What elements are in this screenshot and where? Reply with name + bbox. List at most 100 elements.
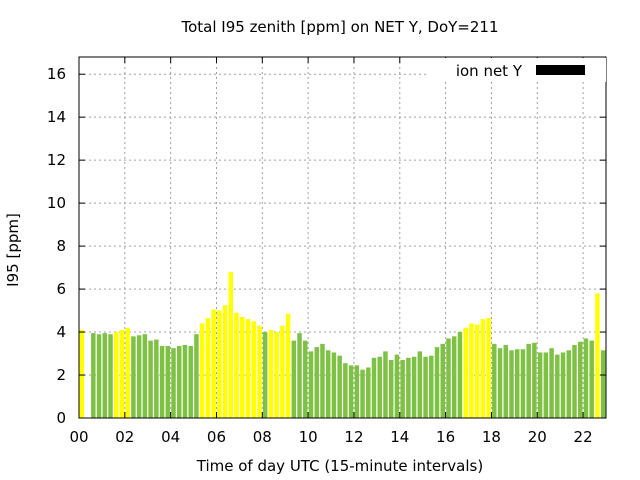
bar	[245, 319, 251, 418]
bar	[514, 349, 520, 418]
bar	[251, 321, 256, 418]
grid	[79, 57, 606, 418]
x-tick-label: 02	[115, 428, 134, 446]
x-tick-label: 22	[574, 428, 593, 446]
bar	[314, 347, 319, 418]
bar	[125, 327, 130, 418]
bar	[182, 344, 188, 418]
bar	[337, 355, 342, 418]
bar	[268, 329, 274, 418]
bar	[360, 369, 365, 418]
bar	[520, 349, 526, 418]
bar	[429, 355, 434, 418]
y-tick-label: 2	[56, 366, 66, 384]
bar	[343, 363, 348, 418]
bar	[285, 313, 291, 418]
bar	[348, 365, 354, 418]
y-tick-label: 12	[47, 151, 66, 169]
bar	[377, 356, 382, 418]
bar	[463, 327, 468, 418]
x-tick-label: 18	[482, 428, 501, 446]
bar	[136, 335, 142, 418]
bar	[423, 356, 428, 418]
bar	[131, 336, 136, 418]
bar	[308, 351, 314, 418]
bar	[583, 338, 589, 418]
bar	[560, 352, 566, 418]
x-tick-label: 10	[299, 428, 318, 446]
bar	[177, 346, 182, 418]
bar	[566, 350, 571, 418]
x-tick-label: 06	[207, 428, 226, 446]
bar	[108, 334, 113, 418]
bar	[102, 333, 108, 418]
bar	[451, 336, 457, 418]
bar	[503, 344, 508, 418]
bar	[486, 318, 491, 418]
bar	[497, 348, 503, 418]
x-tick-label: 20	[528, 428, 547, 446]
bar	[325, 350, 331, 418]
legend: ion net Y	[428, 58, 606, 82]
bar	[509, 350, 514, 418]
bar	[383, 351, 388, 418]
bar	[142, 334, 148, 418]
x-tick-label: 04	[161, 428, 180, 446]
y-tick-label: 10	[47, 194, 66, 212]
bar	[366, 367, 371, 418]
y-tick-label: 0	[56, 409, 66, 427]
y-tick-label: 14	[47, 108, 66, 126]
bar	[119, 329, 125, 418]
bar	[222, 305, 228, 418]
bar	[577, 341, 583, 418]
bar	[572, 344, 577, 418]
x-tick-label: 00	[69, 428, 88, 446]
bar	[537, 352, 543, 418]
bar	[417, 351, 423, 418]
bar	[406, 357, 411, 418]
bar	[159, 346, 165, 418]
bar	[154, 339, 159, 418]
bar	[303, 340, 308, 418]
bar	[280, 325, 285, 418]
bar	[91, 333, 96, 418]
bar	[400, 359, 405, 418]
bar	[79, 329, 85, 418]
bar	[526, 343, 531, 418]
bar	[589, 340, 594, 418]
y-tick-label: 6	[56, 280, 66, 298]
bar	[211, 309, 216, 418]
bar	[262, 332, 268, 418]
bar	[595, 293, 600, 418]
legend-label: ion net Y	[456, 62, 523, 80]
bar	[234, 312, 239, 418]
bar	[96, 334, 102, 418]
bar	[446, 338, 451, 418]
bar	[371, 357, 377, 418]
legend-swatch	[536, 65, 585, 75]
bar	[474, 324, 480, 418]
x-tick-label: 12	[344, 428, 363, 446]
bar	[320, 343, 325, 418]
bar	[194, 334, 199, 418]
bar	[394, 354, 400, 418]
bars	[79, 271, 606, 418]
bar	[148, 340, 153, 418]
bar	[205, 318, 211, 418]
bar	[188, 346, 193, 418]
bar	[388, 359, 394, 418]
bar	[457, 332, 463, 418]
chart-title: Total I95 zenith [ppm] on NET Y, DoY=211	[180, 18, 498, 36]
y-tick-label: 4	[56, 323, 66, 341]
bar	[165, 346, 171, 418]
bar	[257, 325, 262, 418]
bar	[274, 332, 279, 418]
bar	[492, 343, 497, 418]
bar	[240, 317, 245, 418]
bar	[543, 352, 549, 418]
bar	[291, 340, 297, 418]
x-tick-label: 16	[436, 428, 455, 446]
bar	[171, 348, 176, 418]
plot-frame	[78, 56, 607, 419]
y-axis-label: I95 [ppm]	[4, 213, 22, 287]
